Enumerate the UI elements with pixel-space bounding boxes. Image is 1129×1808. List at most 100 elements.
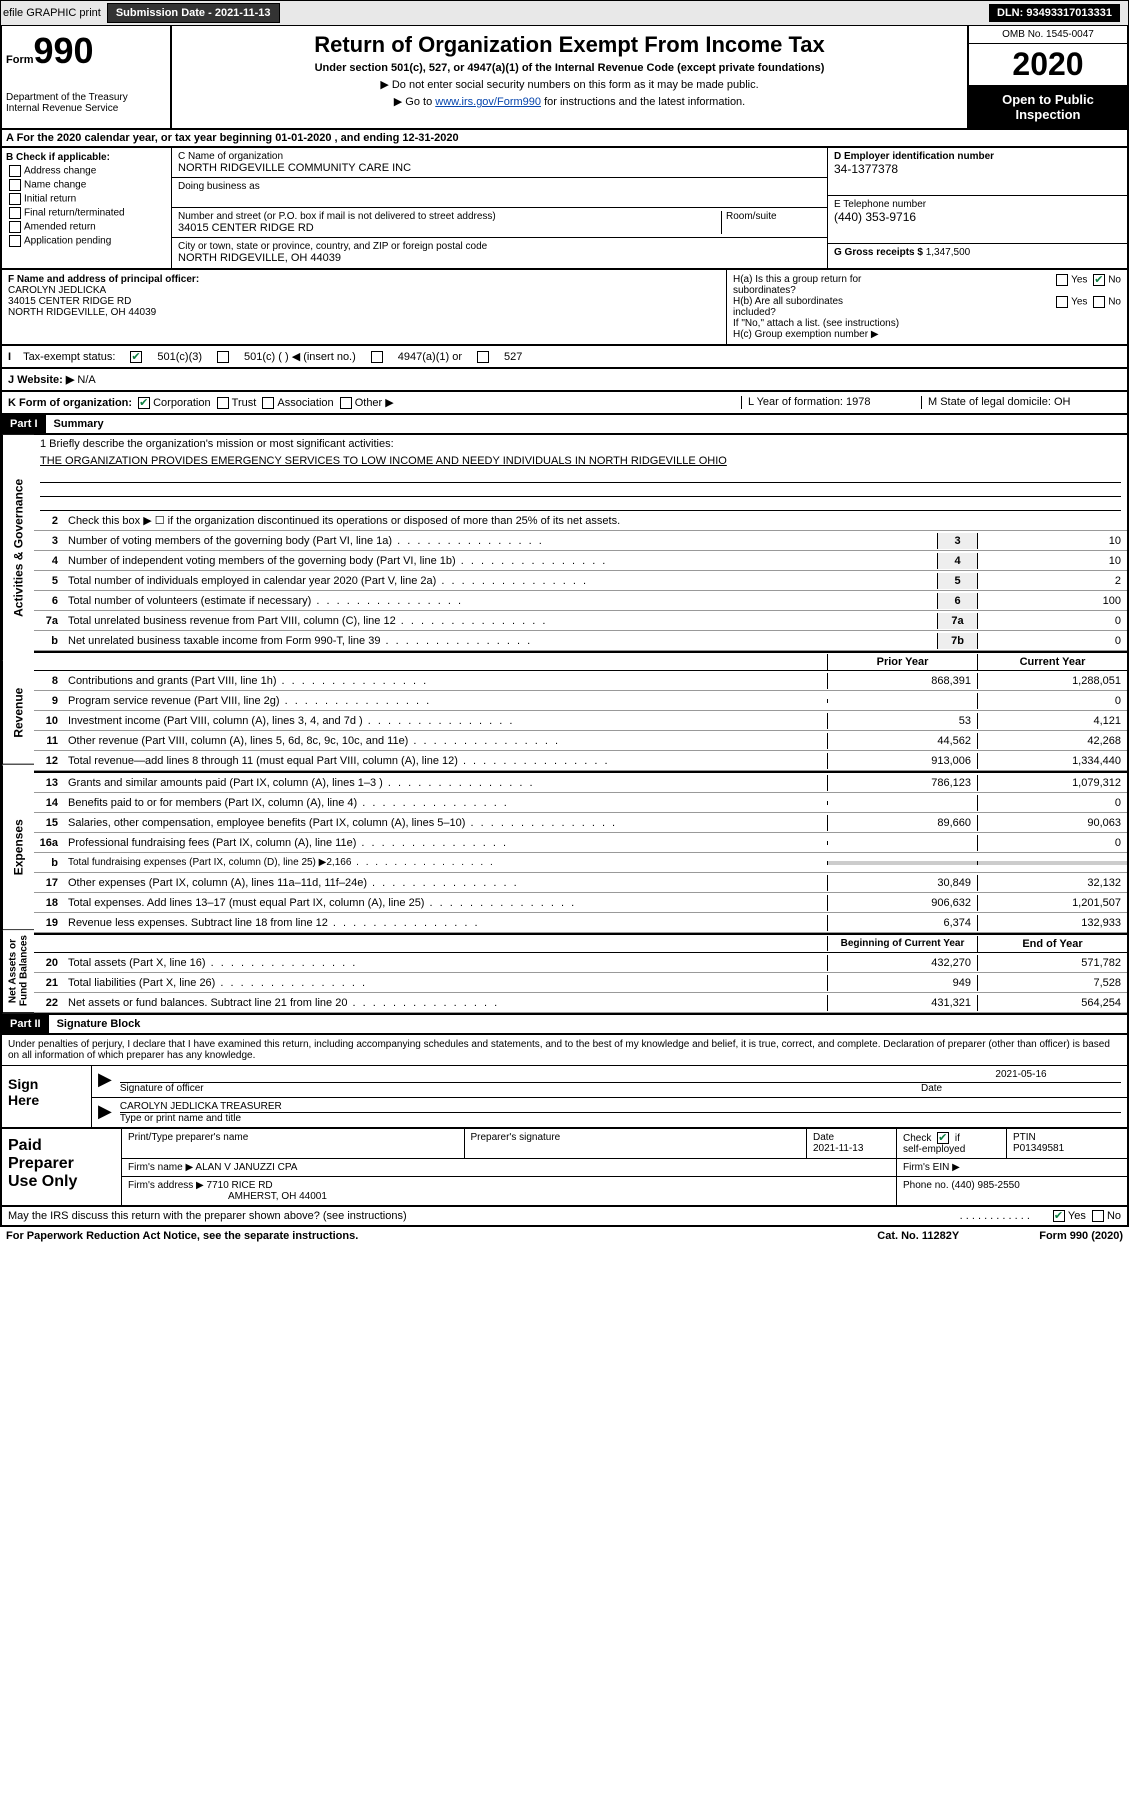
summary-line: 21Total liabilities (Part X, line 26)949… (34, 973, 1127, 993)
dln-label: DLN: 93493317013331 (989, 4, 1120, 22)
cb-discuss-no[interactable] (1092, 1210, 1104, 1222)
footer: For Paperwork Reduction Act Notice, see … (0, 1227, 1129, 1245)
h-a-label: H(a) Is this a group return for subordin… (733, 274, 861, 296)
q1-label: 1 Briefly describe the organization's mi… (34, 435, 1127, 453)
h-c-label: H(c) Group exemption number ▶ (733, 329, 1121, 340)
opt-527: 527 (504, 351, 522, 363)
ptin-value: P01349581 (1013, 1143, 1064, 1154)
city-value: NORTH RIDGEVILLE, OH 44039 (178, 252, 821, 264)
opt-other: Other ▶ (355, 397, 394, 409)
form-number: Form990 (6, 30, 166, 72)
part1-title: Summary (46, 415, 112, 433)
summary-line: 6Total number of volunteers (estimate if… (34, 591, 1127, 611)
submission-date-button[interactable]: Submission Date - 2021-11-13 (107, 3, 280, 23)
cb-amended-return[interactable]: Amended return (6, 221, 167, 233)
form-note-2: ▶ Go to www.irs.gov/Form990 for instruct… (178, 95, 961, 108)
sig-name-label: Type or print name and title (120, 1113, 241, 1124)
street-value: 34015 CENTER RIDGE RD (178, 222, 721, 234)
cb-name-change[interactable]: Name change (6, 179, 167, 191)
sig-officer-label: Signature of officer (120, 1083, 204, 1094)
tab-revenue: Revenue (2, 661, 34, 765)
cb-other[interactable] (340, 397, 352, 409)
ha-no: No (1108, 275, 1121, 286)
tax-year: 2020 (969, 44, 1127, 86)
state-domicile: M State of legal domicile: OH (921, 396, 1121, 409)
summary-line: 4Number of independent voting members of… (34, 551, 1127, 571)
prep-date-value: 2021-11-13 (813, 1143, 863, 1154)
form-title: Return of Organization Exempt From Incom… (178, 32, 961, 58)
paid-preparer-label: Paid Preparer Use Only (2, 1129, 122, 1205)
cb-address-change[interactable]: Address change (6, 165, 167, 177)
ptin-label: PTIN (1013, 1132, 1036, 1143)
cb-trust[interactable] (217, 397, 229, 409)
cb-assoc[interactable] (262, 397, 274, 409)
city-label: City or town, state or province, country… (178, 241, 821, 252)
dba-label: Doing business as (178, 181, 821, 192)
opt-501c3: 501(c)(3) (157, 351, 202, 363)
summary-line: 13Grants and similar amounts paid (Part … (34, 773, 1127, 793)
row-i-tax-status: I Tax-exempt status: 501(c)(3) 501(c) ( … (0, 346, 1129, 369)
firm-name-value: ALAN V JANUZZI CPA (195, 1162, 297, 1173)
org-form-label: K Form of organization: (8, 397, 132, 409)
gross-value: 1,347,500 (926, 247, 971, 258)
website-value: N/A (77, 374, 95, 386)
summary-line: 15Salaries, other compensation, employee… (34, 813, 1127, 833)
row-j-website: J Website: ▶ N/A (0, 369, 1129, 392)
ha-yes: Yes (1071, 275, 1087, 286)
opt-corp: Corporation (153, 397, 210, 409)
opt-501c: 501(c) ( ) ◀ (insert no.) (244, 350, 356, 363)
opt-trust: Trust (232, 397, 257, 409)
tax-status-label: Tax-exempt status: (23, 351, 115, 363)
cb-final-return[interactable]: Final return/terminated (6, 207, 167, 219)
efile-label: efile GRAPHIC print (3, 7, 101, 19)
form-word: Form (6, 54, 34, 66)
form-ref: Form 990 (2020) (1039, 1230, 1123, 1242)
irs-link[interactable]: www.irs.gov/Form990 (435, 96, 541, 108)
col-end-year: End of Year (977, 936, 1127, 952)
cb-4947[interactable] (371, 351, 383, 363)
section-d: D Employer identification number 34-1377… (827, 148, 1127, 268)
form-note-1: ▶ Do not enter social security numbers o… (178, 78, 961, 91)
part1-label: Part I (2, 415, 46, 433)
street-label: Number and street (or P.O. box if mail i… (178, 211, 721, 222)
cb-corp[interactable] (138, 397, 150, 409)
sig-declaration: Under penalties of perjury, I declare th… (2, 1035, 1127, 1066)
mission-text: THE ORGANIZATION PROVIDES EMERGENCY SERV… (34, 453, 1127, 469)
officer-addr2: NORTH RIDGEVILLE, OH 44039 (8, 307, 156, 318)
tab-governance: Activities & Governance (2, 435, 34, 661)
col-begin-year: Beginning of Current Year (827, 936, 977, 951)
summary-line: 20Total assets (Part X, line 16)432,2705… (34, 953, 1127, 973)
form-subtitle: Under section 501(c), 527, or 4947(a)(1)… (178, 62, 961, 74)
paperwork-notice: For Paperwork Reduction Act Notice, see … (6, 1230, 877, 1242)
opt-assoc: Association (277, 397, 333, 409)
irs-discuss-row: May the IRS discuss this return with the… (0, 1207, 1129, 1227)
note2-pre: ▶ Go to (394, 96, 435, 108)
omb-number: OMB No. 1545-0047 (969, 26, 1127, 44)
summary-line: 7aTotal unrelated business revenue from … (34, 611, 1127, 631)
row-k-org-form: K Form of organization: Corporation Trus… (0, 392, 1129, 415)
cb-501c[interactable] (217, 351, 229, 363)
section-b-title: B Check if applicable: (6, 152, 110, 163)
blank-line (40, 469, 1121, 483)
hb-yes: Yes (1071, 297, 1087, 308)
summary-section: Activities & Governance Revenue Expenses… (0, 435, 1129, 1015)
prep-date-label: Date (813, 1132, 834, 1143)
firm-addr1: 7710 RICE RD (207, 1180, 273, 1191)
hb-no: No (1108, 297, 1121, 308)
cb-501c3[interactable] (130, 351, 142, 363)
tab-netassets: Net Assets or Fund Balances (2, 930, 34, 1013)
q2-text: Check this box ▶ ☐ if the organization d… (64, 512, 1127, 529)
year-formation: L Year of formation: 1978 (741, 396, 921, 409)
website-label: J Website: ▶ (8, 374, 74, 386)
sig-date-label: Date (921, 1083, 942, 1094)
officer-addr1: 34015 CENTER RIDGE RD (8, 296, 131, 307)
cb-initial-return[interactable]: Initial return (6, 193, 167, 205)
signature-block: Under penalties of perjury, I declare th… (0, 1035, 1129, 1129)
cat-no: Cat. No. 11282Y (877, 1230, 959, 1242)
cb-527[interactable] (477, 351, 489, 363)
col-prior-year: Prior Year (827, 654, 977, 670)
cb-app-pending[interactable]: Application pending (6, 235, 167, 247)
firm-name-label: Firm's name ▶ (128, 1162, 193, 1173)
cb-discuss-yes[interactable] (1053, 1210, 1065, 1222)
summary-line: 8Contributions and grants (Part VIII, li… (34, 671, 1127, 691)
